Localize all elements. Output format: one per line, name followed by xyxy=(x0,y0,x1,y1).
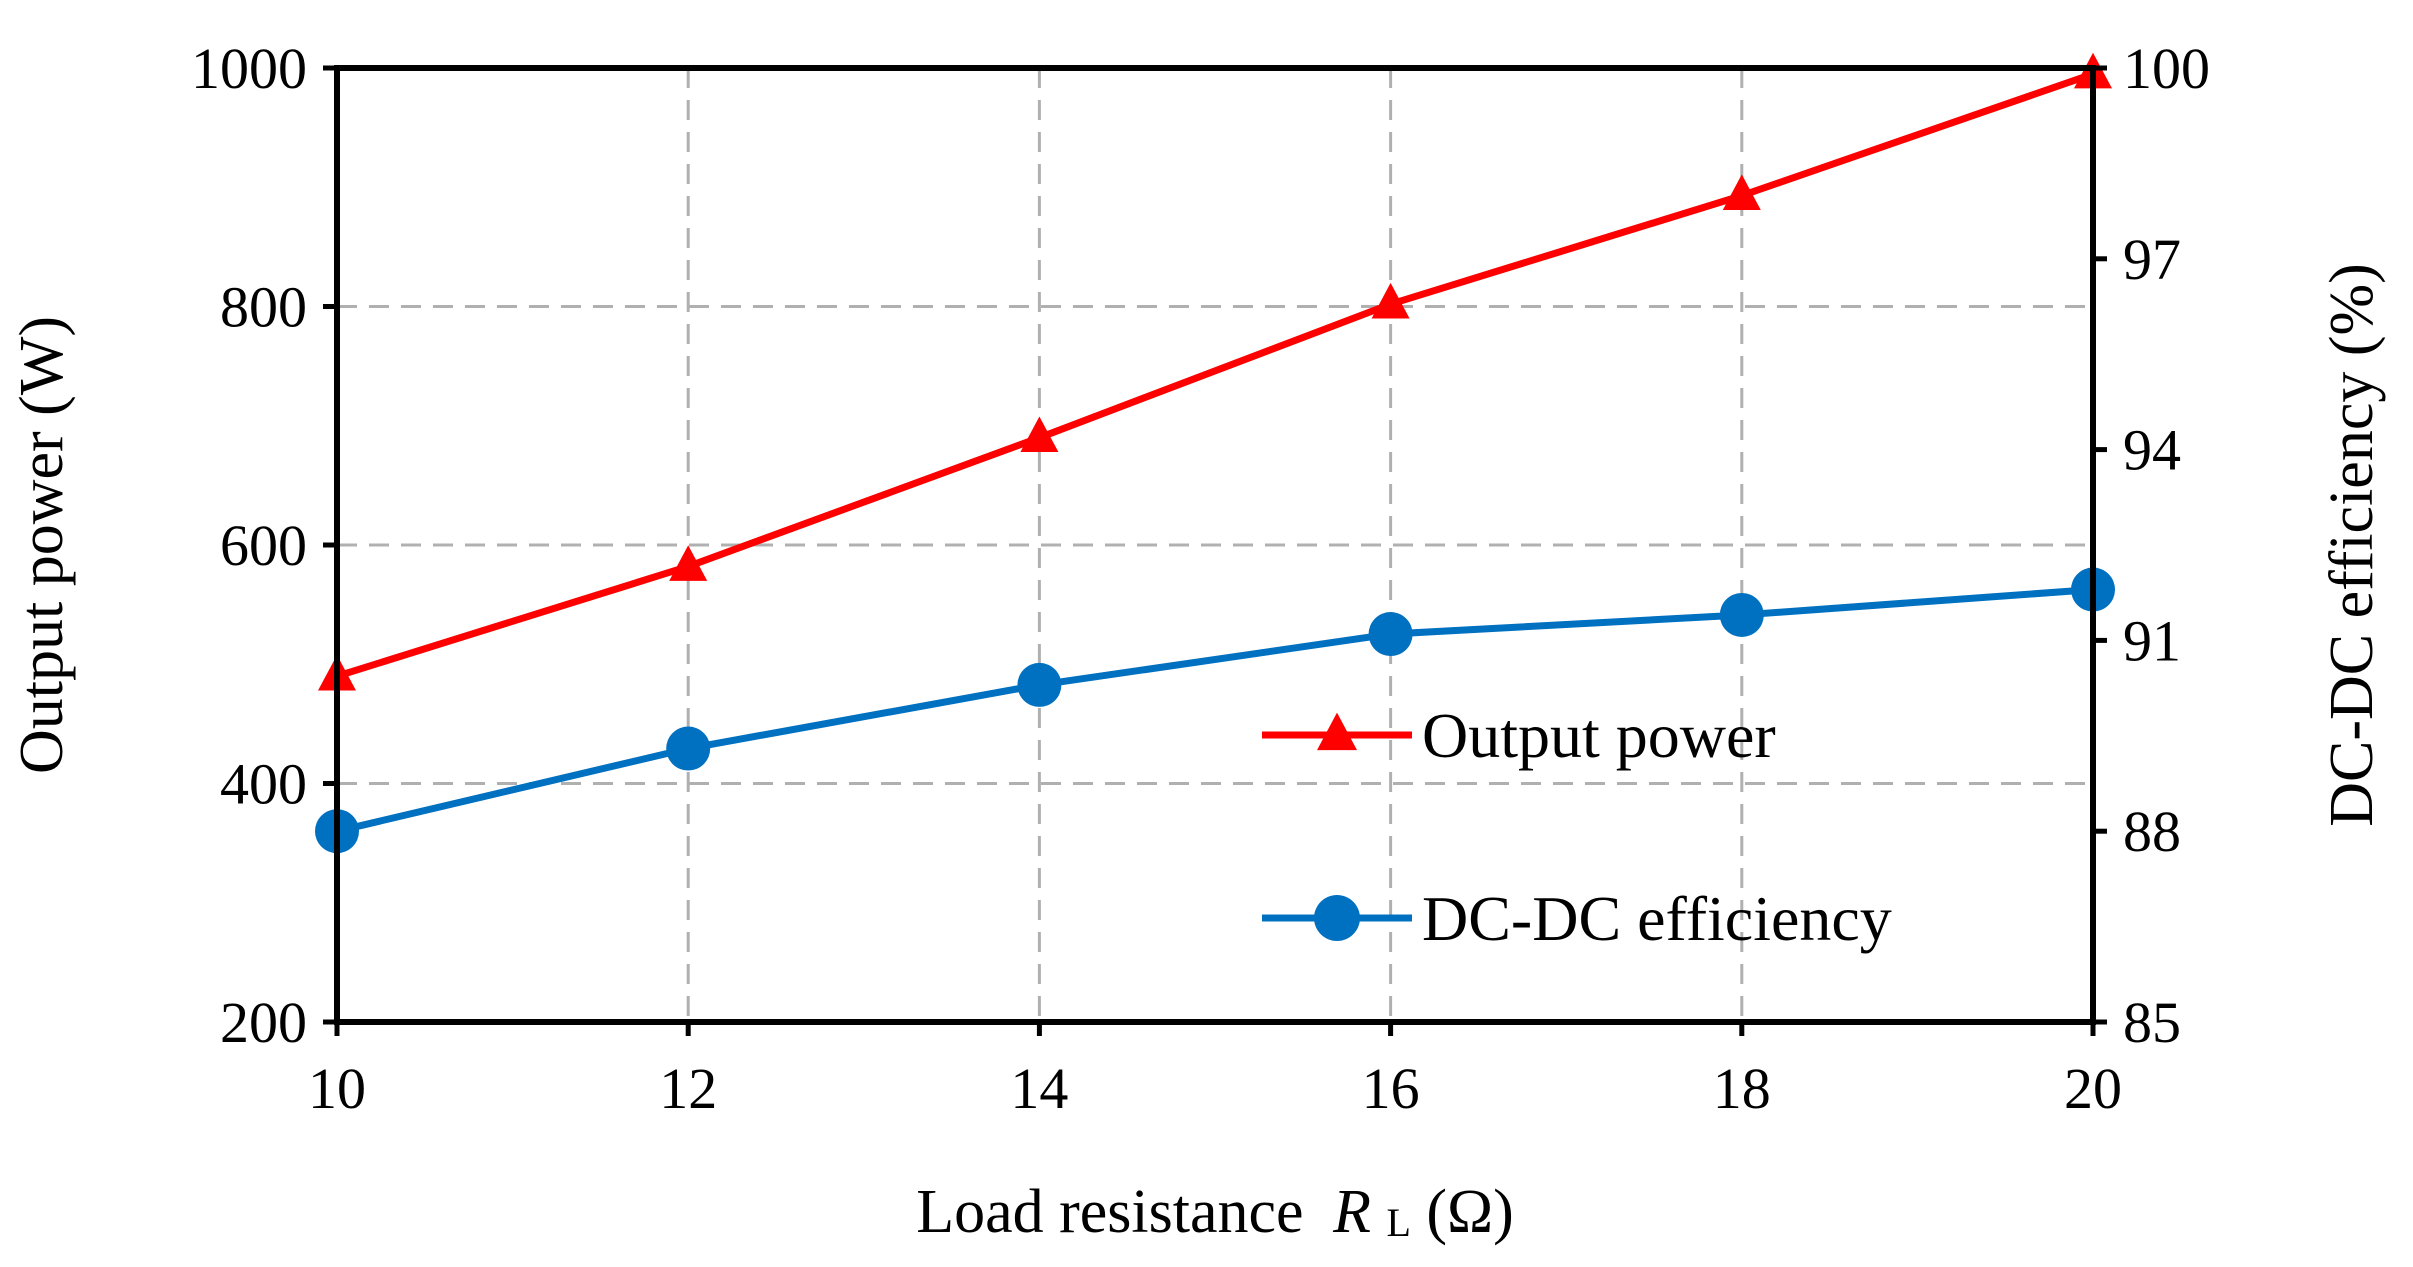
x-axis-title-unit: (Ω) xyxy=(1426,1178,1513,1246)
data-point-output-power xyxy=(1020,416,1059,453)
data-point-dc-dc-efficiency xyxy=(1368,612,1413,657)
legend-label-output-power: Output power xyxy=(1422,700,1776,771)
x-tick-label: 14 xyxy=(1010,1056,1068,1121)
x-tick-label: 12 xyxy=(659,1056,717,1121)
y-left-tick-label: 800 xyxy=(220,275,307,340)
ticks-layer xyxy=(323,65,2107,1036)
labels-layer: 10 12 14 16 18 20 200 400 600 800 1000 85 88 91 94 97 10… xyxy=(191,36,2210,1121)
series-line-output-power xyxy=(335,70,2095,680)
series-layer xyxy=(315,52,2115,854)
series-line-dc-dc-efficiency xyxy=(336,586,2094,835)
y-axis-left-title: Output power (W) xyxy=(8,316,76,774)
data-point-output-power xyxy=(1371,282,1410,319)
x-axis-title-var: R xyxy=(1332,1178,1371,1246)
x-tick-label: 16 xyxy=(1362,1056,1420,1121)
y-right-tick-label: 100 xyxy=(2123,36,2210,101)
legend-marker-dc-dc-efficiency xyxy=(1314,895,1360,941)
x-tick-label: 20 xyxy=(2064,1056,2122,1121)
y-left-tick-label: 400 xyxy=(220,752,307,817)
data-point-output-power xyxy=(1722,174,1761,210)
x-axis-title-text: Load resistance xyxy=(916,1178,1303,1246)
data-point-output-power xyxy=(669,545,708,581)
y-right-tick-label: 88 xyxy=(2123,799,2181,864)
y-right-tick-label: 94 xyxy=(2123,418,2181,483)
y-right-tick-label: 85 xyxy=(2123,990,2181,1055)
y-right-tick-label: 91 xyxy=(2123,608,2181,673)
grid-layer xyxy=(337,68,2093,1022)
x-tick-label: 10 xyxy=(308,1056,366,1121)
y-right-tick-label: 97 xyxy=(2123,227,2181,292)
legend-label-dc-dc-efficiency: DC-DC efficiency xyxy=(1422,883,1892,954)
legend-marker-output-power xyxy=(1317,712,1357,751)
data-point-dc-dc-efficiency xyxy=(1017,662,1062,707)
y-left-tick-label: 200 xyxy=(220,990,307,1055)
x-axis-title-sub: L xyxy=(1386,1200,1410,1245)
y-left-tick-label: 600 xyxy=(220,513,307,578)
y-left-tick-label: 1000 xyxy=(191,36,307,101)
x-axis-title: Load resistance R L (Ω) xyxy=(916,1178,1514,1250)
x-tick-label: 18 xyxy=(1713,1056,1771,1121)
legend: Output power DC-DC efficiency xyxy=(1262,700,1892,954)
data-point-dc-dc-efficiency xyxy=(1719,592,1764,637)
data-point-dc-dc-efficiency xyxy=(666,726,711,771)
y-axis-right-title: DC-DC efficiency (%) xyxy=(2318,263,2386,827)
